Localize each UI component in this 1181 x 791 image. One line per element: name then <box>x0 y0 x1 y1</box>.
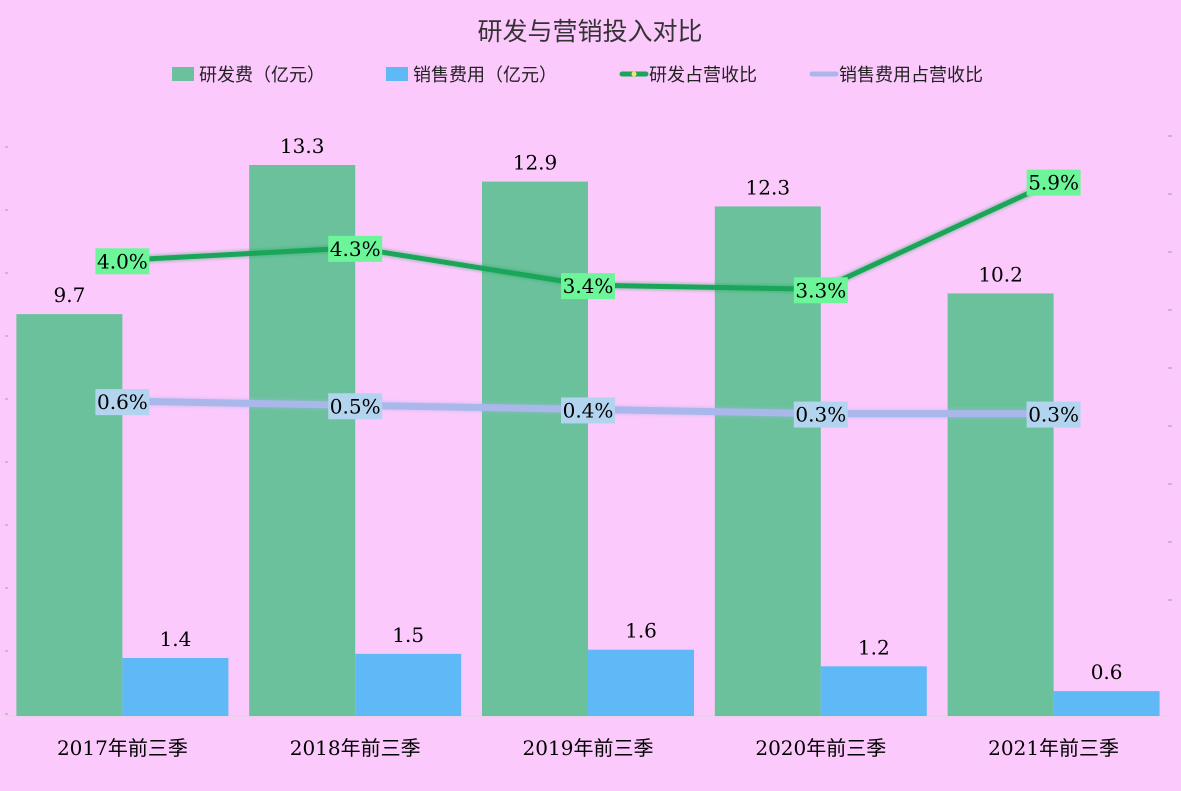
legend-swatch-bar <box>386 67 408 81</box>
x-tick-label: 2021年前三季 <box>988 736 1119 760</box>
line-label-bg-rd-ratio <box>95 248 150 275</box>
legend-label: 销售费用占营收比 <box>839 65 983 86</box>
line-label-sales-ratio: 0.4% <box>563 398 614 422</box>
legend-label: 销售费用（亿元） <box>413 65 557 86</box>
line-label-sales-ratio: 0.6% <box>97 390 148 414</box>
x-tick-label: 2018年前三季 <box>290 736 421 760</box>
line-label-bg-rd-ratio <box>1026 169 1081 196</box>
x-axis-labels: 2017年前三季 2018年前三季 2019年前三季 2020年前三季 2021年前三季 <box>57 736 1119 760</box>
line-label-bg-rd-ratio <box>793 277 848 304</box>
line-label-rd-ratio: 3.4% <box>563 274 614 298</box>
x-tick-label: 2019年前三季 <box>523 736 654 760</box>
x-tick-label: 2020年前三季 <box>755 736 886 760</box>
legend-label: 研发占营收比 <box>649 65 757 86</box>
legend-label: 研发费（亿元） <box>199 65 325 86</box>
bar-rd <box>482 181 588 717</box>
legend: 研发费（亿元） 销售费用（亿元） 研发占营收比 销售费用占营收比 <box>172 65 983 86</box>
line-labels: 4.0% 4.3% 3.4% 3.3% 5.9% 0.6% 0.5% 0.4% 0.3% 0.3% <box>95 169 1081 428</box>
bar-rd <box>16 314 123 716</box>
bar-label-rd: 10.2 <box>978 262 1023 286</box>
line-label-bg-sales-ratio <box>561 397 615 424</box>
line-label-sales-ratio: 0.5% <box>330 394 381 418</box>
line-label-bg-sales-ratio <box>793 401 848 428</box>
bar-sales <box>122 658 229 716</box>
bar-label-rd: 12.9 <box>513 151 558 175</box>
line-label-bg-sales-ratio <box>95 389 150 416</box>
bar-rd <box>947 293 1054 716</box>
bar-label-sales: 1.4 <box>159 627 191 651</box>
line-label-rd-ratio: 5.9% <box>1028 171 1079 195</box>
line-label-rd-ratio: 4.0% <box>97 249 148 273</box>
chart-title: 研发与营销投入对比 <box>477 17 702 46</box>
bar-label-sales: 1.6 <box>625 619 657 643</box>
bar-sales <box>355 653 462 716</box>
bar-label-rd: 12.3 <box>746 175 791 199</box>
bar-label-rd: 13.3 <box>280 134 325 158</box>
bar-label-sales: 0.6 <box>1091 660 1123 684</box>
line-label-bg-rd-ratio <box>561 273 615 300</box>
line-label-sales-ratio: 0.3% <box>1028 403 1079 427</box>
line-label-rd-ratio: 4.3% <box>330 237 381 261</box>
line-label-sales-ratio: 0.3% <box>795 403 846 427</box>
line-label-bg-sales-ratio <box>1026 401 1081 428</box>
line-label-rd-ratio: 3.3% <box>795 278 846 302</box>
bar-sales <box>820 666 927 716</box>
x-tick-label: 2017年前三季 <box>57 736 188 760</box>
bar-labels: 9.7 1.4 13.3 1.5 12.9 1.6 12.3 1.2 10.2 0.6 <box>53 134 1122 684</box>
legend-marker <box>631 71 637 77</box>
line-label-bg-sales-ratio <box>328 393 383 420</box>
bar-label-rd: 9.7 <box>53 283 85 307</box>
legend-swatch-bar <box>172 67 194 81</box>
bar-sales <box>1053 691 1160 716</box>
bar-sales <box>588 649 694 716</box>
bar-label-sales: 1.2 <box>858 635 890 659</box>
bar-label-sales: 1.5 <box>392 623 424 647</box>
line-label-bg-rd-ratio <box>328 235 383 262</box>
